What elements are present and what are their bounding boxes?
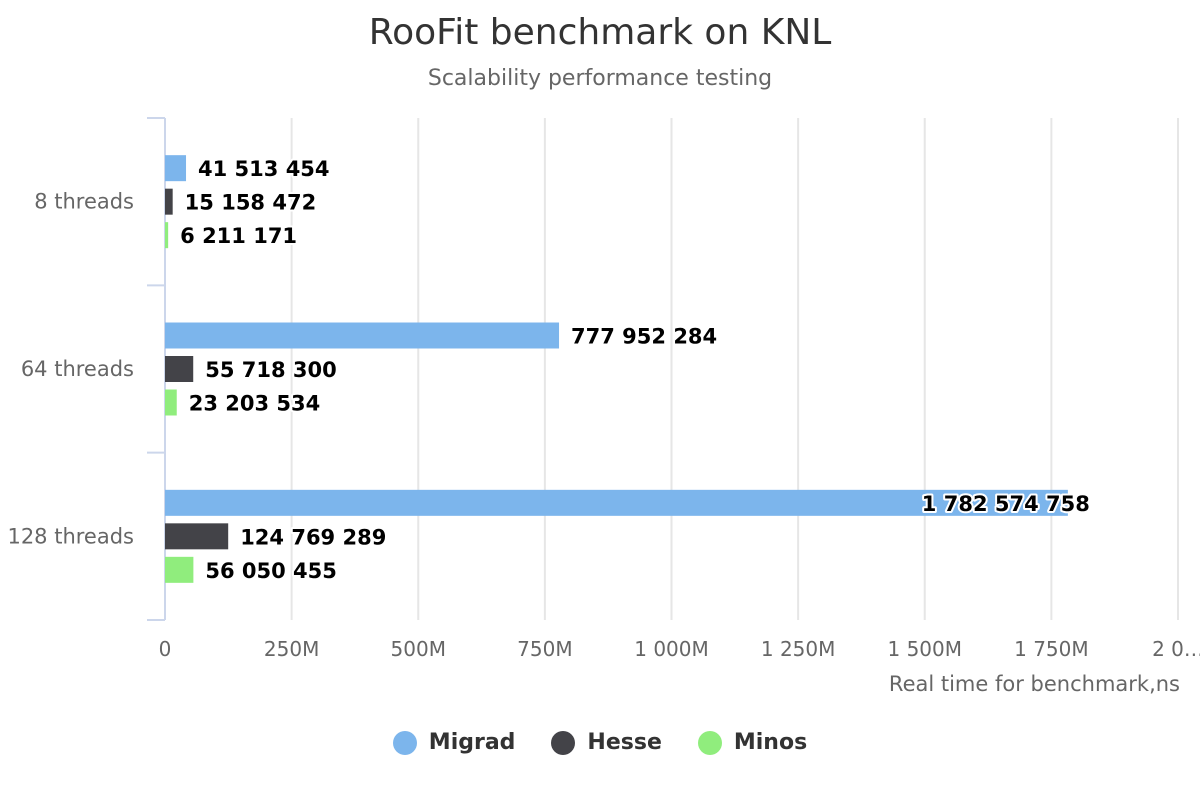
- grid-lines: [290, 118, 1179, 620]
- legend-item-minos[interactable]: Minos: [697, 730, 808, 755]
- x-tick-label: 250M: [264, 637, 319, 661]
- category-label: 128 threads: [7, 524, 134, 548]
- bar-migrad[interactable]: [165, 155, 187, 182]
- legend: Migrad Hesse Minos: [0, 730, 1200, 755]
- data-labels: 41 513 454 15 158 472 6 211 171 777 952 284…: [178, 155, 1092, 585]
- value-axis-ticks: 0 250M 500M 750M 1 000M 1 250M 1 500M 1 750M 2 0…: [159, 637, 1200, 661]
- x-tick-label: 500M: [391, 637, 446, 661]
- x-tick-label: 1 000M: [634, 637, 709, 661]
- data-label: 15 158 472: [185, 191, 317, 215]
- legend-label: Migrad: [428, 730, 516, 755]
- legend-marker-icon: [392, 730, 417, 755]
- data-label: 56 050 455: [205, 559, 337, 583]
- legend-label: Minos: [733, 730, 808, 755]
- x-tick-label: 2 0…: [1152, 637, 1200, 661]
- x-axis-title: Real time for benchmark,ns: [889, 672, 1180, 696]
- legend-item-hesse[interactable]: Hesse: [551, 730, 662, 755]
- category-label: 64 threads: [21, 357, 134, 381]
- data-label: 777 952 284: [571, 325, 717, 349]
- data-label: 124 769 289: [240, 525, 386, 549]
- legend-marker-icon: [551, 730, 576, 755]
- bars: [165, 155, 1068, 583]
- x-tick-label: 1 250M: [761, 637, 836, 661]
- x-tick-label: 750M: [517, 637, 572, 661]
- bar-hesse[interactable]: [165, 356, 194, 382]
- bar-migrad[interactable]: [165, 489, 1068, 516]
- bar-minos[interactable]: [165, 222, 169, 249]
- bar-migrad[interactable]: [165, 322, 560, 349]
- x-tick-label: 1 750M: [1014, 637, 1089, 661]
- chart-subtitle: Scalability performance testing: [427, 66, 773, 91]
- data-label: 23 203 534: [189, 392, 321, 416]
- bar-minos[interactable]: [165, 556, 194, 583]
- data-label: 41 513 454: [198, 157, 330, 181]
- category-axis: 8 threads 64 threads 128 threads: [7, 117, 166, 621]
- chart-title: RooFit benchmark on KNL: [368, 12, 832, 53]
- data-label: 6 211 171: [180, 224, 297, 248]
- bar-hesse[interactable]: [165, 188, 173, 215]
- data-label: 55 718 300: [205, 358, 337, 382]
- x-tick-label: 1 500M: [887, 637, 962, 661]
- legend-marker-icon: [697, 730, 722, 755]
- legend-item-migrad[interactable]: Migrad: [392, 730, 516, 755]
- bar-minos[interactable]: [165, 389, 177, 416]
- category-label: 8 threads: [34, 190, 134, 214]
- x-tick-label: 0: [159, 637, 172, 661]
- bar-hesse[interactable]: [165, 523, 229, 550]
- legend-label: Hesse: [587, 730, 662, 755]
- data-label: 1 782 574 758: [922, 492, 1090, 516]
